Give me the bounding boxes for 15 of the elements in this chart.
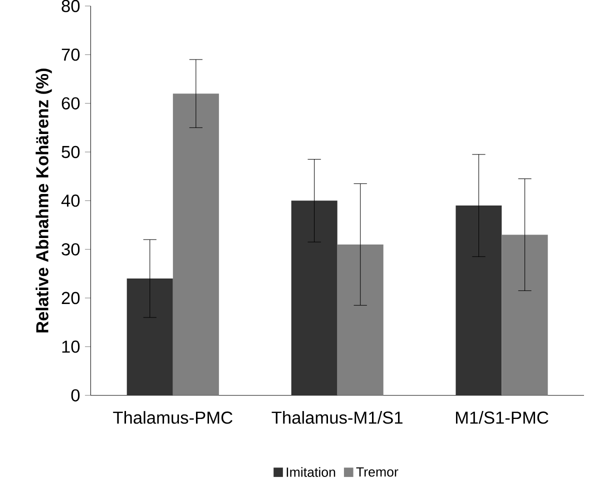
y-tick-label: 0: [71, 389, 80, 402]
x-tick-label: M1/S1-PMC: [456, 411, 548, 424]
y-tick-label: 80: [62, 0, 80, 12]
y-tick-label: 70: [62, 48, 80, 61]
y-tick-label: 60: [62, 97, 80, 110]
y-axis-title: Relative Abnahme Kohärenz (%): [36, 68, 52, 332]
x-tick-label: Thalamus-M1/S1: [272, 411, 402, 424]
legend-label: Tremor: [356, 467, 398, 477]
y-tick-label: 30: [62, 243, 80, 256]
legend-label: Imitation: [286, 467, 336, 477]
x-tick-label: Thalamus-PMC: [113, 411, 232, 424]
y-tick-label: 20: [62, 292, 80, 304]
y-tick-label: 50: [62, 146, 80, 158]
y-tick-label: 10: [62, 340, 80, 353]
y-tick-label: 40: [61, 194, 80, 207]
